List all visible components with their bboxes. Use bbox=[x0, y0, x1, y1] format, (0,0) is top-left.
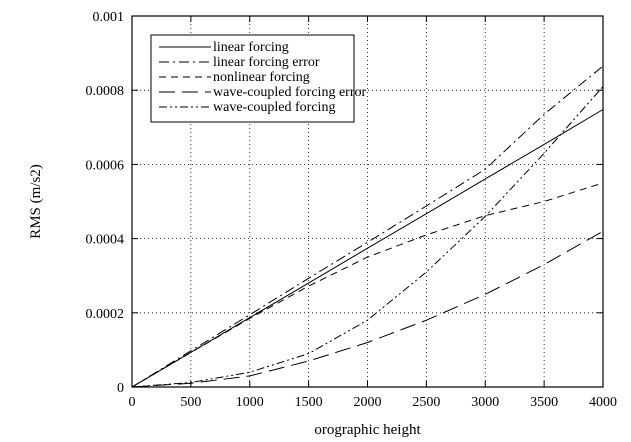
x-tick-label: 1500 bbox=[295, 395, 323, 410]
legend-label: wave-coupled forcing error bbox=[213, 85, 366, 100]
x-tick-label: 2500 bbox=[412, 395, 440, 410]
y-tick-label: 0.0006 bbox=[86, 158, 125, 173]
grid bbox=[132, 16, 603, 387]
series-line-3 bbox=[131, 230, 604, 388]
x-tick-label: 1000 bbox=[236, 395, 264, 410]
x-tick-label: 2000 bbox=[354, 395, 382, 410]
x-tick-label: 3500 bbox=[530, 395, 558, 410]
y-axis-title: RMS (m/s2) bbox=[28, 164, 44, 239]
axis-ticks bbox=[131, 15, 604, 388]
legend-label: nonlinear forcing bbox=[213, 70, 310, 85]
x-tick-label: 4000 bbox=[589, 395, 617, 410]
y-tick-label: 0 bbox=[117, 381, 124, 396]
x-tick-label: 500 bbox=[180, 395, 201, 410]
y-tick-label: 0.0008 bbox=[86, 84, 125, 99]
series-line-2 bbox=[131, 182, 604, 388]
series-line-5 bbox=[131, 65, 604, 388]
x-tick-label: 3000 bbox=[471, 395, 499, 410]
tick-labels: 0 500 1000 1500 2000 2500 3000 3500 4000 0 0.0002 0… bbox=[86, 10, 618, 410]
series-line-0 bbox=[131, 109, 604, 388]
y-tick-label: 0.0002 bbox=[86, 307, 125, 322]
x-tick-label: 0 bbox=[129, 395, 136, 410]
y-tick-label: 0.0004 bbox=[86, 233, 125, 248]
series-line-4 bbox=[131, 86, 604, 388]
y-tick-label: 0.001 bbox=[93, 10, 125, 25]
legend-label: wave-coupled forcing bbox=[213, 100, 335, 115]
x-axis-title: orographic height bbox=[314, 422, 421, 438]
legend-label: linear forcing error bbox=[213, 55, 320, 70]
legend-label: linear forcing bbox=[213, 40, 289, 55]
